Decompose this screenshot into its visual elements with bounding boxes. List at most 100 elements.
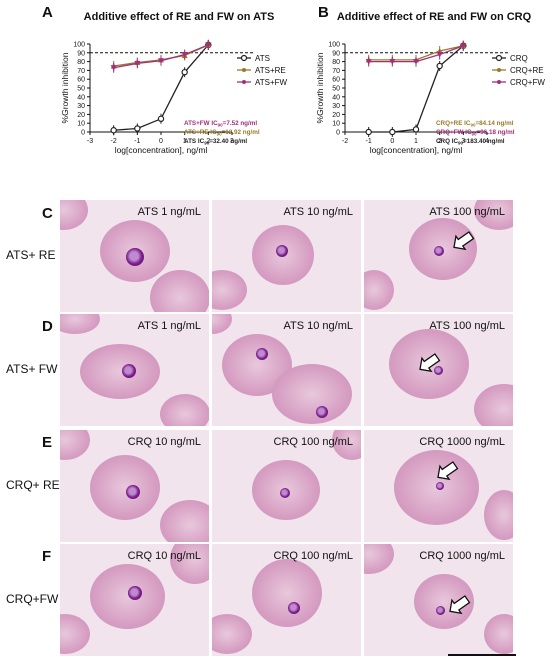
legend-marker [242,68,246,72]
legend-label: CRQ+RE [510,66,544,75]
red-blood-cell [212,270,247,310]
concentration-label: ATS 100 ng/mL [429,206,505,218]
parasite [276,245,288,257]
y-tick-label: 100 [328,42,340,49]
red-blood-cell [60,614,90,654]
panel-letter-a: A [42,4,53,21]
concentration-label: CRQ 1000 ng/mL [419,436,505,448]
micrograph-cell: CRQ 10 ng/mL [60,430,209,542]
x-tick-label: -3 [87,138,93,145]
row-label: ATS+ RE [6,248,56,262]
y-tick-label: 0 [81,130,85,137]
ic90-annotation: CRQ+FW IC90=96.18 ng/ml [436,129,515,137]
arrow-icon [453,231,475,251]
red-blood-cell [150,270,209,312]
red-blood-cell [160,500,209,542]
y-tick-label: 50 [332,86,340,93]
y-tick-label: 40 [332,94,340,101]
y-tick-label: 90 [332,50,340,57]
legend-marker [242,80,246,84]
arrow-icon [419,353,441,373]
red-blood-cell [212,614,252,654]
micrograph-cell: CRQ 100 ng/mL [212,544,361,656]
parasite [434,246,444,256]
y-tick-label: 80 [332,59,340,66]
data-point [205,42,212,48]
micrograph-cell: CRQ 1000 ng/mL [364,544,513,656]
red-blood-cell [60,430,90,460]
x-tick-label: 3 [461,138,465,145]
y-tick-label: 30 [332,103,340,110]
x-tick-label: -1 [134,138,140,145]
x-tick-label: 0 [390,138,394,145]
data-point [389,59,396,65]
x-tick-label: 1 [183,138,187,145]
concentration-label: CRQ 10 ng/mL [127,436,201,448]
y-tick-label: 10 [77,121,85,128]
red-blood-cell [60,314,100,334]
row-label: CRQ+FW [6,592,59,606]
y-tick-label: 70 [77,68,85,75]
panel-letter-d: D [42,318,53,335]
y-tick-label: 50 [77,86,85,93]
legend-label: CRQ [510,54,528,63]
concentration-label: ATS 100 ng/mL [429,320,505,332]
micrograph-cell: ATS 10 ng/mL [212,314,361,426]
panel-letter-b: B [318,4,329,21]
concentration-label: CRQ 1000 ng/mL [419,550,505,562]
micrograph-cell: ATS 100 ng/mL [364,314,513,426]
legend-label: CRQ+FW [510,78,545,87]
micrograph-cell: CRQ 100 ng/mL [212,430,361,542]
legend-marker [497,68,501,72]
data-point [134,125,141,132]
data-point [181,52,188,58]
x-tick-label: -2 [111,138,117,145]
micrograph-cell: ATS 1 ng/mL [60,200,209,312]
x-tick-label: 4 [485,138,489,145]
concentration-label: CRQ 100 ng/mL [273,550,353,562]
data-point [158,58,164,64]
parasite [434,366,443,375]
panel-letter-f: F [42,548,52,565]
concentration-label: CRQ 10 ng/mL [127,550,201,562]
parasite [436,606,445,615]
y-tick-label: 30 [77,103,85,110]
concentration-label: ATS 1 ng/mL [137,206,201,218]
y-tick-label: 80 [77,59,85,66]
micrograph-cell: CRQ 10 ng/mL [60,544,209,656]
legend-label: ATS+FW [255,78,288,87]
ic90-annotation: ATS+FW IC90=7.52 ng/ml [184,120,257,128]
red-blood-cell [90,564,165,629]
concentration-label: ATS 10 ng/mL [283,320,354,332]
x-tick-label: 2 [206,138,210,145]
red-blood-cell [474,384,513,426]
data-point [389,128,396,136]
chart-title: Additive effect of RE and FW on ATS [84,11,275,23]
micrograph-cell: CRQ 1000 ng/mL [364,430,513,542]
parasite [280,488,290,498]
red-blood-cell [160,394,209,426]
parasite [256,348,268,360]
y-tick-label: 20 [77,112,85,119]
micrograph-cell: ATS 100 ng/mL [364,200,513,312]
row-label: CRQ+ RE [6,478,60,492]
red-blood-cell [364,544,394,574]
y-tick-label: 100 [73,42,85,49]
x-tick-label: -1 [366,138,372,145]
parasite [126,248,144,266]
y-tick-label: 70 [332,68,340,75]
parasite [128,586,142,600]
red-blood-cell [212,314,232,334]
x-axis-label: log[concentration], ng/ml [370,145,463,155]
parasite [316,406,328,418]
y-tick-label: 90 [77,50,85,57]
x-tick-label: -2 [342,138,348,145]
y-tick-label: 60 [332,77,340,84]
x-tick-label: 0 [159,138,163,145]
y-axis-label: %Growth inhibition [60,52,70,123]
ic90-annotation: CRQ+RE IC90=84.14 ng/ml [436,120,514,128]
concentration-label: ATS 1 ng/mL [137,320,201,332]
ic90-annotation: ATS+RE IC90=12.92 ng/ml [184,129,260,137]
